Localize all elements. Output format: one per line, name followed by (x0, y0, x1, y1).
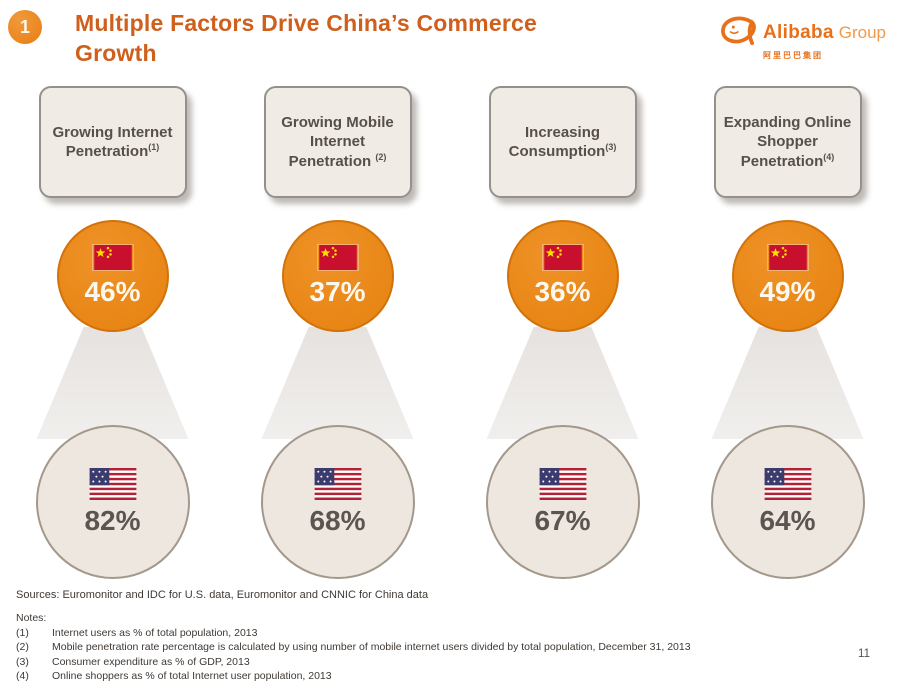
us-percentage: 82% (84, 504, 141, 536)
notes-heading: Notes: (16, 612, 47, 624)
slide-header: 1 Multiple Factors Drive China’s Commerc… (0, 0, 900, 86)
us-value-circle: 68% (260, 425, 415, 579)
factor-column-internet-penetration: Growing Internet Penetration(1) 46% (0, 86, 225, 579)
factor-label: Increasing Consumption (508, 123, 606, 161)
china-flag-icon (91, 244, 134, 271)
us-percentage: 64% (759, 504, 816, 536)
china-value-circle: 37% (281, 220, 394, 332)
note-ref: (1) (148, 142, 160, 152)
alibaba-logo-icon (717, 14, 759, 51)
note-ref: (3) (16, 655, 29, 668)
factor-box: Growing Mobile Internet Penetration (2) (263, 86, 412, 198)
factor-label: Growing Internet Penetration (52, 123, 173, 161)
connector-cone (261, 327, 414, 439)
logo-chinese-text: 阿里巴巴集团 (763, 51, 824, 60)
china-percentage: 36% (534, 276, 591, 307)
connector-cone (711, 327, 864, 439)
alibaba-logo: Alibaba Group 阿里巴巴集团 (717, 8, 886, 61)
connector-cone (486, 327, 639, 439)
note-ref: (2) (16, 641, 29, 653)
logo-group-text: Group (838, 22, 886, 42)
factor-column-consumption: Increasing Consumption(3) 36% (450, 86, 675, 579)
sources-line: Sources: Euromonitor and IDC for U.S. da… (16, 589, 429, 601)
china-percentage: 49% (759, 276, 816, 307)
connector-cone (36, 327, 189, 439)
factor-columns: Growing Internet Penetration(1) 46% (0, 86, 900, 579)
us-value-circle: 82% (35, 425, 190, 579)
page-title: Multiple Factors Drive China’s Commerce … (75, 10, 537, 67)
china-value-circle: 36% (506, 220, 619, 332)
us-value-circle: 67% (485, 425, 640, 579)
note-text: Internet users as % of total population,… (52, 626, 258, 639)
note-ref: (2) (375, 151, 387, 162)
china-flag-icon (316, 244, 359, 271)
factor-label: Expanding Online Shopper Penetration (723, 113, 852, 170)
us-percentage: 68% (309, 504, 366, 536)
note-ref: (4) (823, 151, 835, 162)
china-percentage: 46% (84, 276, 141, 307)
us-flag-icon (89, 467, 137, 500)
us-percentage: 67% (534, 504, 591, 536)
factor-column-online-shopper: Expanding Online Shopper Penetration(4) … (675, 86, 900, 579)
us-flag-icon (539, 467, 587, 500)
factor-box: Increasing Consumption(3) (488, 86, 637, 198)
note-ref: (1) (16, 626, 29, 639)
slide-number-badge: 1 (8, 10, 42, 44)
page-number: 11 (858, 648, 870, 660)
note-item: (1) Internet users as % of total populat… (16, 627, 691, 639)
china-value-circle: 46% (56, 220, 169, 332)
note-text: Mobile penetration rate percentage is ca… (52, 641, 691, 653)
factor-label: Growing Mobile Internet Penetration (281, 113, 394, 170)
notes-block: Notes: (1) Internet users as % of total … (16, 612, 691, 682)
us-value-circle: 64% (710, 425, 865, 579)
note-item: (2) Mobile penetration rate percentage i… (16, 641, 691, 653)
factor-column-mobile-penetration: Growing Mobile Internet Penetration (2) … (225, 86, 450, 579)
china-flag-icon (541, 244, 584, 271)
note-text: Consumer expenditure as % of GDP, 2013 (52, 655, 250, 668)
factor-box: Growing Internet Penetration(1) (38, 86, 187, 198)
note-ref: (3) (605, 142, 617, 152)
us-flag-icon (764, 467, 812, 500)
logo-wordmark: Alibaba (763, 21, 834, 43)
us-flag-icon (314, 467, 362, 500)
factor-box: Expanding Online Shopper Penetration(4) (713, 86, 862, 198)
note-item: (4) Online shoppers as % of total Intern… (16, 670, 691, 682)
china-flag-icon (766, 244, 809, 271)
note-item: (3) Consumer expenditure as % of GDP, 20… (16, 656, 691, 668)
note-text: Online shoppers as % of total Internet u… (52, 670, 332, 682)
china-value-circle: 49% (731, 220, 844, 332)
note-ref: (4) (16, 670, 29, 682)
china-percentage: 37% (309, 276, 366, 307)
